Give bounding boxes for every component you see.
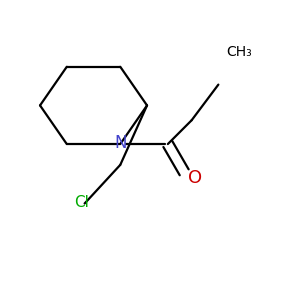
Text: O: O <box>188 169 202 187</box>
Text: CH₃: CH₃ <box>226 45 252 59</box>
Text: Cl: Cl <box>74 194 89 209</box>
Text: N: N <box>114 134 127 152</box>
